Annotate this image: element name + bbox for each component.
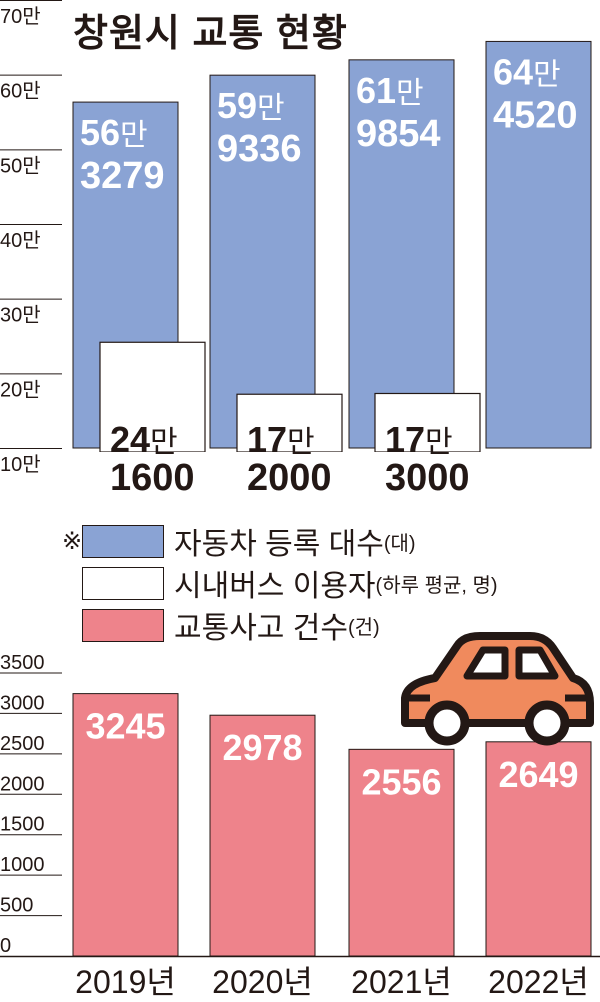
legend-item-bus: 시내버스 이용자 (하루 평균, 명) <box>62 562 498 604</box>
legend-swatch-accidents <box>82 608 164 642</box>
data-label-cars: 56만 <box>80 112 148 153</box>
y-tick-label: 2500 <box>0 733 45 755</box>
data-label-cars: 9336 <box>217 128 302 170</box>
x-tick-label: 2022년 <box>488 964 589 1000</box>
x-tick-label: 2021년 <box>351 964 452 1000</box>
y-tick-label: 30만 <box>0 304 41 327</box>
legend-swatch-cars <box>82 524 164 558</box>
y-tick-label: 40만 <box>0 229 41 252</box>
bar-bus <box>374 392 481 453</box>
page-title: 창원시 교통 현황 <box>73 13 348 55</box>
data-label-bus: 17만 <box>247 419 315 460</box>
y-tick-label: 60만 <box>0 80 41 103</box>
y-tick-label: 1000 <box>0 854 45 876</box>
y-tick-label: 50만 <box>0 154 41 177</box>
bar-cars <box>485 40 592 449</box>
y-tick-label: 500 <box>0 895 33 917</box>
legend-unit: (대) <box>383 532 416 555</box>
data-label-bus: 1600 <box>110 457 195 499</box>
y-tick-label: 1500 <box>0 814 45 836</box>
legend-label: 자동차 등록 대수 <box>174 528 384 561</box>
data-label-accidents: 2649 <box>498 754 578 795</box>
bar-accidents <box>209 714 316 957</box>
bar-accidents <box>348 748 455 957</box>
bar-accidents <box>485 741 592 957</box>
y-tick-label: 3500 <box>0 652 45 674</box>
legend-label: 시내버스 이용자 <box>174 570 376 603</box>
data-label-accidents: 2556 <box>361 761 441 802</box>
bus-label-bg <box>235 452 344 502</box>
bus-label-bg <box>373 452 482 502</box>
bar-bus <box>99 341 206 453</box>
legend-note-marker: ※ <box>62 527 83 555</box>
data-label-cars: 9854 <box>356 113 441 155</box>
data-label-cars: 4520 <box>493 94 578 136</box>
data-label-bus: 17만 <box>385 419 453 460</box>
bar-bus <box>236 393 343 453</box>
data-label-cars: 3279 <box>80 155 165 197</box>
data-label-cars: 61만 <box>356 70 424 111</box>
y-tick-label: 20만 <box>0 378 41 401</box>
bar-cars <box>209 74 316 449</box>
y-tick-label: 10만 <box>0 453 41 476</box>
bar-cars <box>348 59 455 449</box>
bus-label-bg <box>98 452 207 502</box>
x-tick-label: 2020년 <box>212 964 313 1000</box>
legend-item-cars: ※ 자동차 등록 대수 (대) <box>62 520 498 562</box>
legend: ※ 자동차 등록 대수 (대) 시내버스 이용자 (하루 평균, 명) 교통사고… <box>62 520 498 646</box>
y-tick-label: 0 <box>0 935 11 957</box>
y-tick-label: 70만 <box>0 5 41 28</box>
data-label-bus: 24만 <box>110 419 178 460</box>
data-label-accidents: 2978 <box>222 727 302 768</box>
bar-accidents <box>72 693 179 957</box>
data-label-accidents: 3245 <box>85 706 165 747</box>
data-label-cars: 64만 <box>493 51 561 92</box>
x-tick-label: 2019년 <box>75 964 176 1000</box>
data-label-bus: 3000 <box>385 457 470 499</box>
y-tick-label: 2000 <box>0 773 45 795</box>
legend-item-accidents: 교통사고 건수 (건) <box>62 604 498 646</box>
y-tick-label: 3000 <box>0 692 45 714</box>
data-label-cars: 59만 <box>217 85 285 126</box>
legend-swatch-bus <box>82 566 164 600</box>
legend-unit: (하루 평균, 명) <box>375 574 498 597</box>
legend-label: 교통사고 건수 <box>174 612 348 645</box>
legend-unit: (건) <box>347 616 380 639</box>
car-icon <box>401 632 594 746</box>
data-label-bus: 2000 <box>247 457 332 499</box>
